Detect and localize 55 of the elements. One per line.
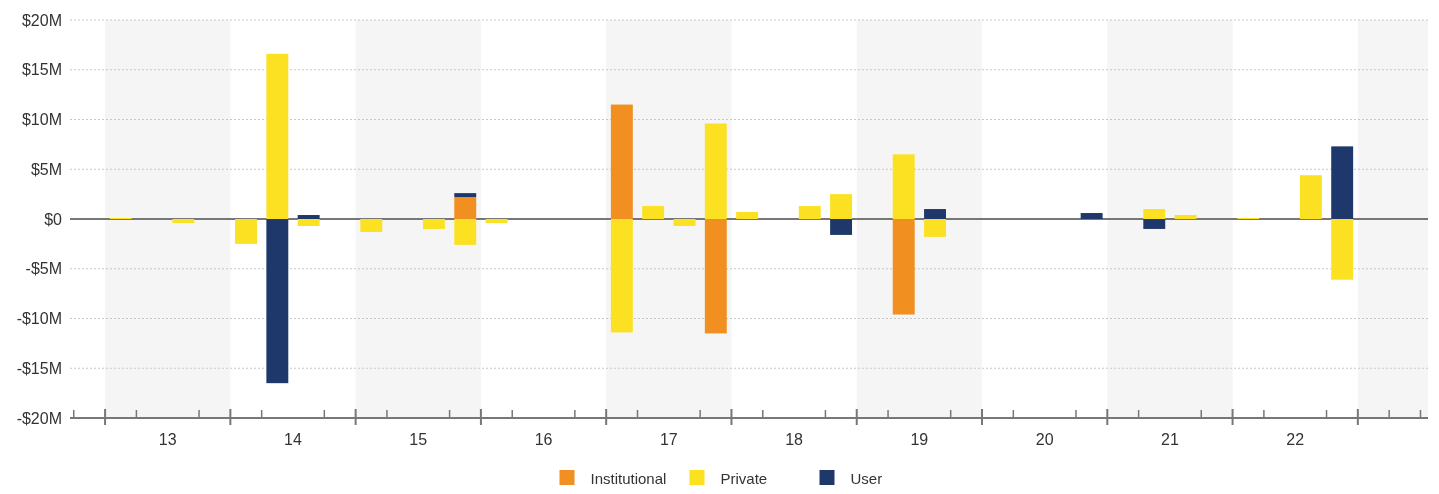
bar: [1143, 219, 1166, 229]
bar: [454, 197, 477, 219]
y-tick-label: -$5M: [25, 260, 62, 278]
bar: [485, 219, 508, 223]
bar: [924, 209, 946, 219]
bar: [610, 104, 633, 219]
y-tick-label: -$15M: [16, 359, 62, 377]
x-tick-label: 20: [1035, 431, 1054, 448]
bar: [235, 219, 257, 244]
x-tick-label: 16: [534, 431, 553, 448]
bar: [642, 206, 665, 219]
bar: [830, 219, 853, 235]
bar: [360, 219, 383, 232]
bar: [1174, 215, 1197, 219]
bar: [266, 219, 289, 384]
x-tick-label: 17: [659, 431, 678, 448]
legend-label: Private: [720, 470, 768, 487]
bar: [736, 212, 759, 219]
y-tick-label: $15M: [21, 61, 62, 79]
bar: [454, 219, 477, 245]
bar: [798, 206, 821, 219]
x-tick-label: 21: [1161, 431, 1179, 448]
bar: [830, 194, 853, 219]
bar: [172, 219, 195, 223]
x-tick-label: 13: [158, 431, 177, 448]
bar: [610, 219, 633, 333]
bar: [924, 219, 946, 237]
x-tick-label: 14: [284, 431, 302, 448]
bar: [1331, 146, 1354, 219]
x-tick-label: 15: [409, 431, 428, 448]
y-tick-label: $5M: [30, 160, 62, 178]
bar: [422, 219, 445, 229]
x-tick-label: 19: [910, 431, 929, 448]
bar: [1143, 209, 1166, 219]
bar: [1331, 219, 1354, 280]
bar: [1299, 175, 1322, 219]
bar: [1080, 213, 1103, 219]
x-tick-label: 18: [785, 431, 804, 448]
legend-label: Institutional: [590, 470, 667, 487]
x-tick-label: 22: [1286, 431, 1305, 448]
y-tick-label: -$20M: [16, 409, 62, 427]
bar: [673, 219, 696, 226]
bar: [266, 53, 289, 219]
bar: [297, 219, 320, 226]
bar: [704, 219, 727, 334]
y-tick-label: $10M: [21, 111, 62, 129]
bar: [704, 123, 727, 219]
y-tick-label: $0: [44, 210, 63, 228]
y-tick-label: $20M: [21, 11, 62, 29]
bar: [892, 219, 915, 315]
bar: [454, 193, 477, 198]
bar: [297, 215, 320, 219]
legend-label: User: [850, 470, 883, 487]
y-tick-label: -$10M: [16, 310, 62, 328]
bar: [892, 154, 915, 219]
